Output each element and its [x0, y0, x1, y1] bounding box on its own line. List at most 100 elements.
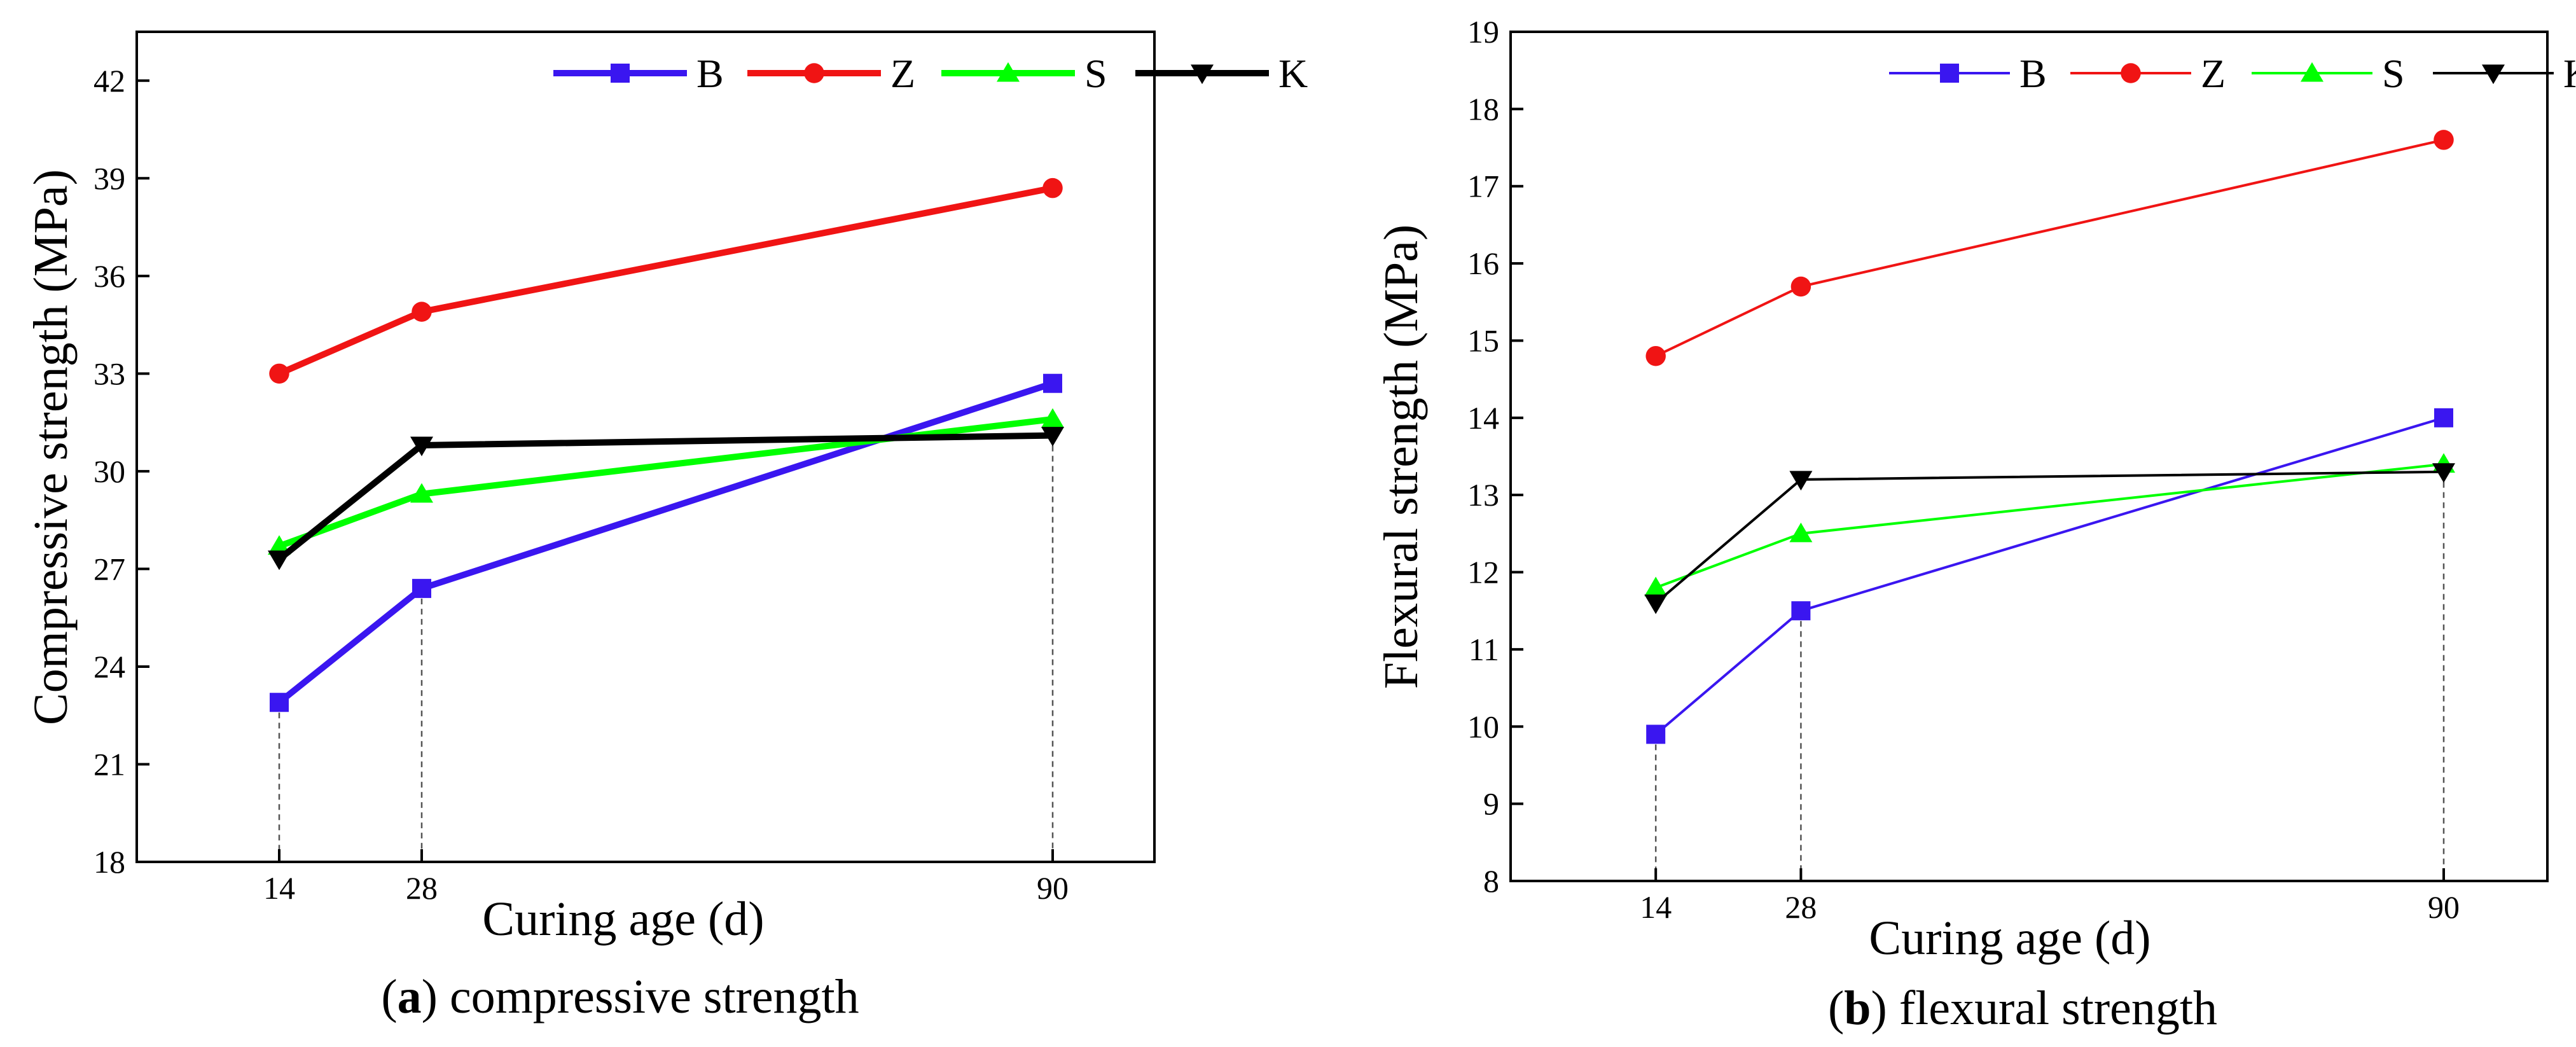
legend-label: K [1278, 51, 1308, 96]
legend-label: B [696, 51, 724, 96]
caption-letter: b [1844, 981, 1871, 1035]
data-point [1043, 373, 1062, 393]
y-tick-label: 42 [93, 63, 125, 99]
legend-label: B [2019, 51, 2047, 96]
y-axis-title: Compressive strength (MPa) [24, 169, 78, 725]
data-point [1644, 576, 1668, 597]
data-point [1646, 725, 1666, 744]
y-tick-label: 14 [1467, 400, 1499, 436]
x-tick-label: 28 [406, 870, 438, 906]
data-point [2434, 408, 2453, 427]
data-point [2432, 463, 2455, 483]
series-line [278, 184, 1053, 377]
series-layer [268, 177, 1064, 712]
legend-item-s: S [941, 51, 1107, 96]
y-tick-label: 24 [93, 649, 125, 684]
y-tick-label: 39 [93, 160, 125, 196]
caption-text: compressive strength [438, 970, 859, 1023]
data-point [412, 579, 431, 599]
y-tick-label: 18 [1467, 91, 1499, 127]
legend-marker [804, 63, 824, 83]
legend-label: K [2563, 51, 2576, 96]
y-tick-label: 19 [1467, 14, 1499, 50]
legend-marker [611, 64, 630, 83]
drop-lines [278, 435, 1054, 862]
y-tick-label: 21 [93, 746, 125, 782]
series-b [270, 373, 1062, 712]
data-point [270, 693, 289, 712]
y-tick-label: 15 [1467, 322, 1499, 358]
legend-marker [1940, 64, 1959, 83]
data-point [268, 535, 291, 555]
series-z [1645, 130, 2454, 366]
legend-label: S [2382, 51, 2405, 96]
legend-label: S [1084, 51, 1107, 96]
panel-caption: (b) flexural strength [1828, 981, 2217, 1035]
series-line [1655, 462, 2444, 589]
x-tick-label: 90 [2428, 889, 2460, 925]
y-tick-label: 10 [1467, 709, 1499, 744]
x-axis: 14 28 90 [1640, 868, 2460, 925]
data-point [412, 302, 432, 322]
x-axis-title: Curing age (d) [482, 892, 764, 946]
series-s [268, 408, 1064, 555]
x-tick-label: 14 [1640, 889, 1672, 925]
series-b [1646, 408, 2453, 744]
data-point [1644, 594, 1668, 614]
panel-caption: (a) compressive strength [381, 970, 859, 1023]
legend-item-k: K [2433, 51, 2576, 96]
plot-frame [135, 31, 1156, 863]
x-tick-label: 28 [1785, 889, 1817, 925]
legend-marker [2301, 62, 2323, 82]
data-point [1042, 177, 1063, 198]
y-axis-title: Flexural strength (MPa) [1375, 225, 1428, 689]
y-tick-label: 12 [1467, 555, 1499, 590]
y-tick-label: 36 [93, 258, 125, 294]
legend-marker [2482, 64, 2505, 85]
plot-frame [1509, 31, 2549, 882]
y-tick-label: 17 [1467, 169, 1499, 204]
drop-lines [1654, 471, 2445, 881]
panel-compressive-strength: 18 21 24 27 30 33 36 39 42 14 28 90 B Z S K Compressi… [24, 31, 1308, 1023]
y-tick-label: 33 [93, 356, 125, 391]
series-line [1655, 138, 2444, 357]
panel-flexural-strength: 8 9 10 11 12 13 14 15 16 17 18 19 14 28 90 B Z S K Flexu… [1375, 14, 2576, 1035]
series-line [1654, 470, 2444, 604]
legend-label: Z [2201, 51, 2226, 96]
y-tick-label: 16 [1467, 246, 1499, 281]
data-point [1790, 276, 1811, 297]
data-point [1789, 471, 1813, 491]
data-point [410, 436, 433, 457]
x-tick-label: 14 [263, 870, 295, 906]
legend-label: Z [890, 51, 915, 96]
legend-item-k: K [1135, 51, 1308, 96]
series-k [1644, 463, 2455, 614]
caption-text: flexural strength [1887, 981, 2217, 1035]
data-point [1789, 522, 1813, 543]
legend-marker [2121, 63, 2141, 83]
y-tick-label: 11 [1469, 632, 1499, 667]
data-point [1041, 408, 1064, 428]
y-tick-label: 9 [1483, 786, 1499, 822]
data-point [410, 483, 433, 503]
series-line [1654, 416, 2444, 735]
y-tick-label: 13 [1467, 477, 1499, 513]
x-axis: 14 28 90 [263, 849, 1069, 906]
y-tick-label: 18 [93, 844, 125, 880]
series-line [277, 432, 1053, 562]
legend-marker [997, 62, 1020, 82]
data-point [269, 363, 289, 384]
data-point [1791, 601, 1811, 621]
legend-marker [1191, 64, 1214, 85]
series-s [1644, 453, 2455, 597]
y-axis: 18 21 24 27 30 33 36 39 42 [93, 63, 149, 880]
series-z [269, 177, 1063, 384]
data-point [1645, 345, 1666, 366]
legend-item-z: Z [2070, 51, 2226, 96]
legend-item-b: B [1889, 51, 2047, 96]
y-tick-label: 30 [93, 454, 125, 489]
y-axis: 8 9 10 11 12 13 14 15 16 17 18 19 [1467, 14, 1523, 899]
